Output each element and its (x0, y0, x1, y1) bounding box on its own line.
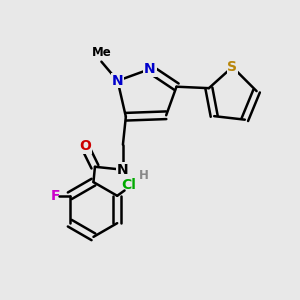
Text: Me: Me (92, 46, 111, 59)
Text: N: N (112, 74, 123, 88)
Text: N: N (144, 62, 156, 76)
Text: S: S (227, 60, 237, 74)
Text: O: O (80, 139, 92, 153)
Text: Cl: Cl (122, 178, 136, 193)
Text: F: F (51, 189, 60, 203)
Text: H: H (139, 169, 149, 182)
Text: N: N (117, 163, 129, 177)
